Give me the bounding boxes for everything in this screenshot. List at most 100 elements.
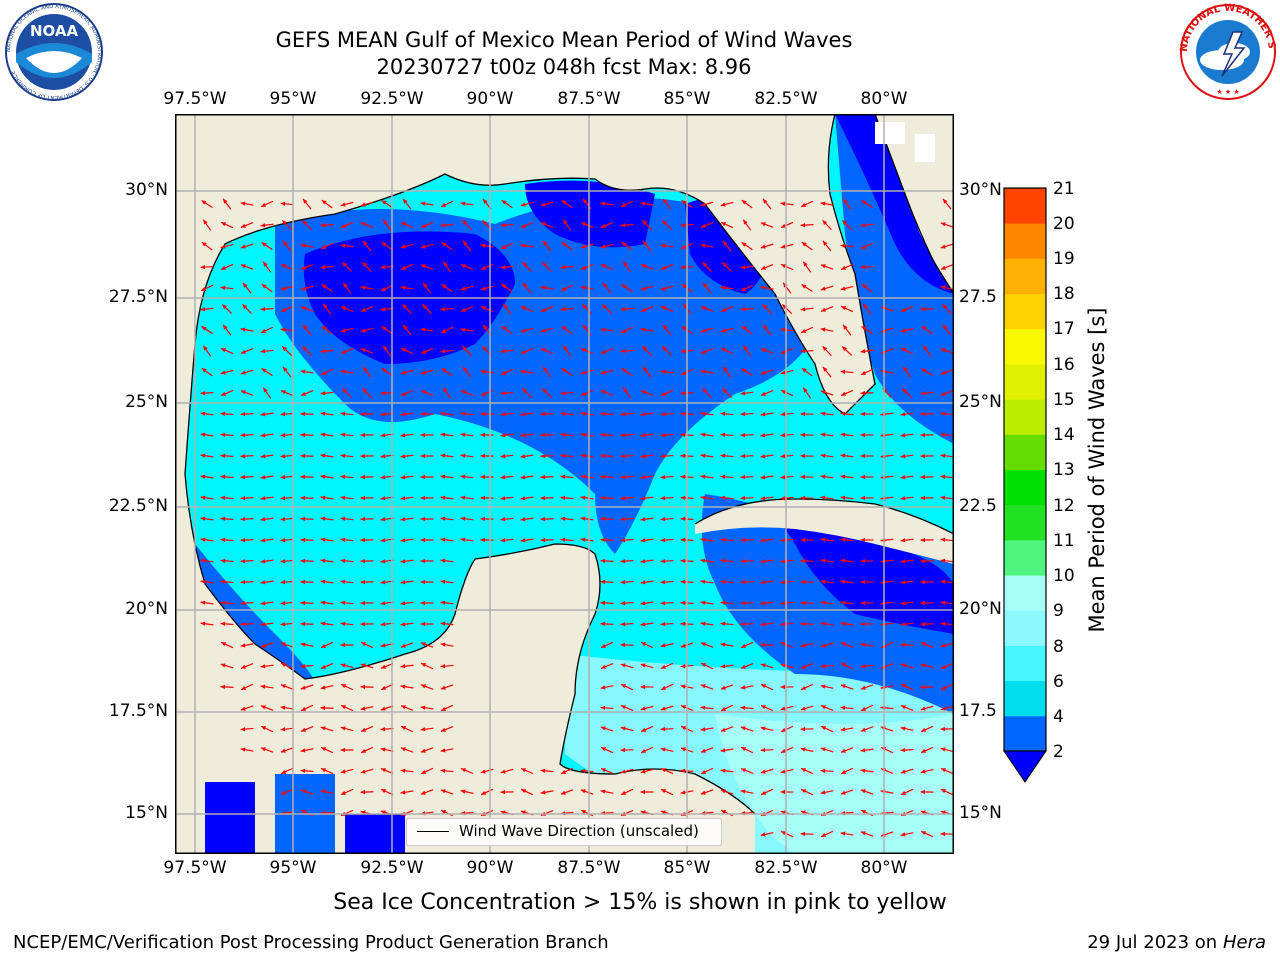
wind-arrow-head [940, 726, 946, 732]
wind-arrow-head [660, 453, 666, 459]
wind-arrow-head [680, 411, 686, 417]
wind-arrow-head [420, 537, 426, 543]
wind-arrow-head [540, 328, 546, 333]
wind-arrow-head [920, 306, 926, 312]
wind-arrow-head [620, 516, 626, 522]
wind-arrow-head [821, 832, 827, 837]
wind-arrow-head [300, 516, 306, 522]
wind-arrow-head [840, 474, 846, 479]
wind-arrow-head [601, 390, 607, 395]
wind-arrow-head [561, 769, 567, 774]
wind-arrow-head [801, 242, 807, 247]
wind-arrow-head [700, 453, 706, 458]
wind-arrow-head [601, 747, 607, 752]
wind-arrow-head [201, 200, 207, 205]
wind-arrow-head [820, 390, 826, 395]
wind-arrow-head [640, 538, 646, 543]
wind-arrow-head [380, 496, 386, 501]
wind-arrow-head [420, 748, 426, 753]
wind-arrow-head [840, 790, 846, 795]
wind-arrow-head [342, 388, 348, 394]
wind-arrow-head [341, 684, 347, 689]
wind-arrow-head [320, 411, 326, 416]
wind-arrow-head [242, 304, 248, 310]
wind-arrow-head [860, 390, 866, 396]
wind-arrow-head [600, 726, 606, 731]
wind-arrow-head [920, 789, 926, 795]
wind-arrow-head [620, 747, 626, 753]
wind-arrow-head [260, 306, 266, 312]
chart-subtitle: 20230727 t00z 048h fcst Max: 8.96 [376, 55, 752, 79]
wind-arrow-head [540, 537, 546, 543]
wind-arrow-head [320, 726, 326, 731]
wind-arrow-head [420, 516, 426, 522]
wind-arrow-head [401, 265, 407, 270]
wind-arrow-head [860, 223, 866, 228]
wind-arrow-head [400, 496, 406, 501]
wind-arrow-head [220, 474, 226, 480]
wind-arrow-head [560, 265, 566, 270]
wind-arrow-head [281, 663, 287, 668]
lon-tick-top: 95°W [269, 89, 317, 109]
wind-arrow-head [200, 307, 206, 312]
colorbar-swatch [1004, 469, 1046, 506]
wind-arrow-head [280, 622, 286, 627]
wind-arrow-head [463, 366, 468, 372]
wind-arrow-head [600, 685, 606, 690]
wind-arrow-head [860, 537, 866, 543]
wind-arrow-head [640, 390, 646, 395]
wind-arrow-head [723, 366, 728, 372]
wind-arrow-head [240, 495, 246, 501]
wind-arrow-head [740, 537, 746, 543]
wind-arrow-head [280, 201, 286, 206]
wind-arrow-head [340, 411, 346, 416]
wind-arrow-head [780, 370, 786, 375]
wind-arrow-head [280, 580, 286, 585]
wave-band-2-4-westcoast [195, 544, 315, 684]
wind-arrow-head [300, 369, 306, 374]
wind-arrow-head [420, 349, 426, 354]
wind-arrow-head [860, 453, 866, 459]
colorbar-swatch [1004, 680, 1046, 717]
wind-arrow-head [240, 727, 246, 732]
wind-arrow-head [301, 706, 307, 711]
wind-arrow-head [420, 201, 426, 206]
wind-arrow-head [660, 643, 666, 648]
wind-arrow-head [460, 390, 466, 395]
wind-arrow-head [360, 411, 366, 417]
wind-arrow-head [321, 370, 327, 375]
wind-arrow-head [620, 663, 626, 668]
wind-arrow-head [660, 621, 666, 627]
lon-tick-top: 80°W [860, 89, 908, 109]
wind-arrow-head [441, 706, 447, 711]
wind-arrow-head [561, 242, 567, 247]
wind-arrow-head [240, 516, 246, 522]
wind-arrow-head [680, 768, 686, 774]
wind-arrow-head [780, 622, 786, 627]
wind-arrow-head [740, 411, 746, 417]
wind-arrow-head [461, 768, 466, 773]
wind-arrow-head [942, 324, 948, 330]
wind-arrow-head [800, 621, 806, 627]
wind-arrow-head [441, 284, 447, 289]
colorbar-swatch [1004, 504, 1046, 541]
wind-arrow-head [380, 706, 386, 711]
wind-arrow-head [660, 537, 666, 543]
wind-arrow-head [720, 453, 726, 458]
wind-arrow-head [420, 390, 426, 395]
wind-arrow-head [340, 328, 346, 333]
wind-arrow-head [503, 303, 508, 309]
wind-arrow-head [600, 600, 606, 606]
wind-arrow-head [300, 474, 306, 480]
wind-arrow-head [340, 621, 346, 626]
wind-arrow-head [680, 621, 686, 627]
wind-arrow-head [640, 622, 646, 627]
wind-arrow-head [360, 558, 366, 564]
colorbar-tick: 2 [1053, 742, 1064, 762]
wind-arrow-head [781, 748, 787, 753]
wind-arrow-head [781, 223, 787, 228]
wind-arrow-head [240, 223, 246, 228]
wind-arrow-head [320, 705, 326, 711]
wind-arrow-head [800, 600, 806, 606]
wind-arrow-head [563, 219, 568, 225]
